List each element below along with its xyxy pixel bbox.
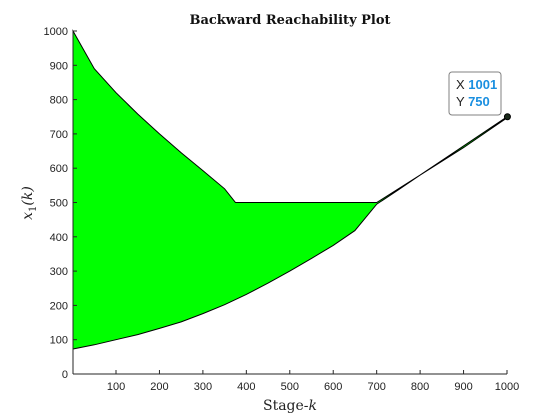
y-axis-label-sub: 1 [28, 206, 39, 212]
y-tick-label: 100 [50, 335, 68, 347]
datatip-y-value: 750 [468, 94, 490, 109]
datatip-x-value: 1001 [468, 77, 497, 92]
y-tick-label: 600 [50, 163, 68, 175]
y-tick-label: 900 [50, 60, 68, 72]
axes: 100 200 300 400 500 600 700 800 900 1000 0 100 200 30… [44, 26, 520, 393]
datatip-x-label: X [456, 77, 468, 92]
y-tick-label: 700 [50, 129, 68, 141]
x-tick-label: 600 [324, 381, 342, 393]
y-axis-label-arg: (k) [20, 186, 36, 205]
y-axis-label-main: x [20, 212, 36, 220]
x-tick-label: 200 [150, 381, 168, 393]
x-tick-label: 700 [367, 381, 385, 393]
x-tick-label: 1000 [495, 381, 519, 393]
x-axis-label-main: Stage- [263, 398, 309, 414]
chart-title: Backward Reachability Plot [189, 13, 390, 28]
y-tick-label: 300 [50, 266, 68, 278]
x-tick-label: 900 [454, 381, 472, 393]
y-tick-label: 400 [50, 232, 68, 244]
datatip-box [448, 71, 502, 116]
x-tick-label: 400 [237, 381, 255, 393]
x-tick-label: 100 [107, 381, 125, 393]
reachable-set-area [72, 29, 508, 350]
y-tick-label: 200 [50, 300, 68, 312]
x-tick-label: 300 [194, 381, 212, 393]
x-axis-label-var: k [309, 398, 317, 414]
y-tick-label: 800 [50, 95, 68, 107]
y-axis-label: x1(k) [20, 186, 39, 220]
x-tick-label: 500 [281, 381, 299, 393]
plot-area [72, 29, 508, 350]
datatip-x-row: X 1001 [456, 77, 497, 92]
y-tick-label: 1000 [44, 26, 68, 38]
y-tick-label: 0 [62, 369, 68, 381]
datatip-marker[interactable] [503, 113, 511, 121]
datatip-y-label: Y [456, 94, 468, 109]
datatip-y-row: Y 750 [456, 94, 490, 109]
x-axis-label: Stage-k [263, 398, 317, 414]
x-tick-label: 800 [411, 381, 429, 393]
y-tick-label: 500 [50, 198, 68, 210]
